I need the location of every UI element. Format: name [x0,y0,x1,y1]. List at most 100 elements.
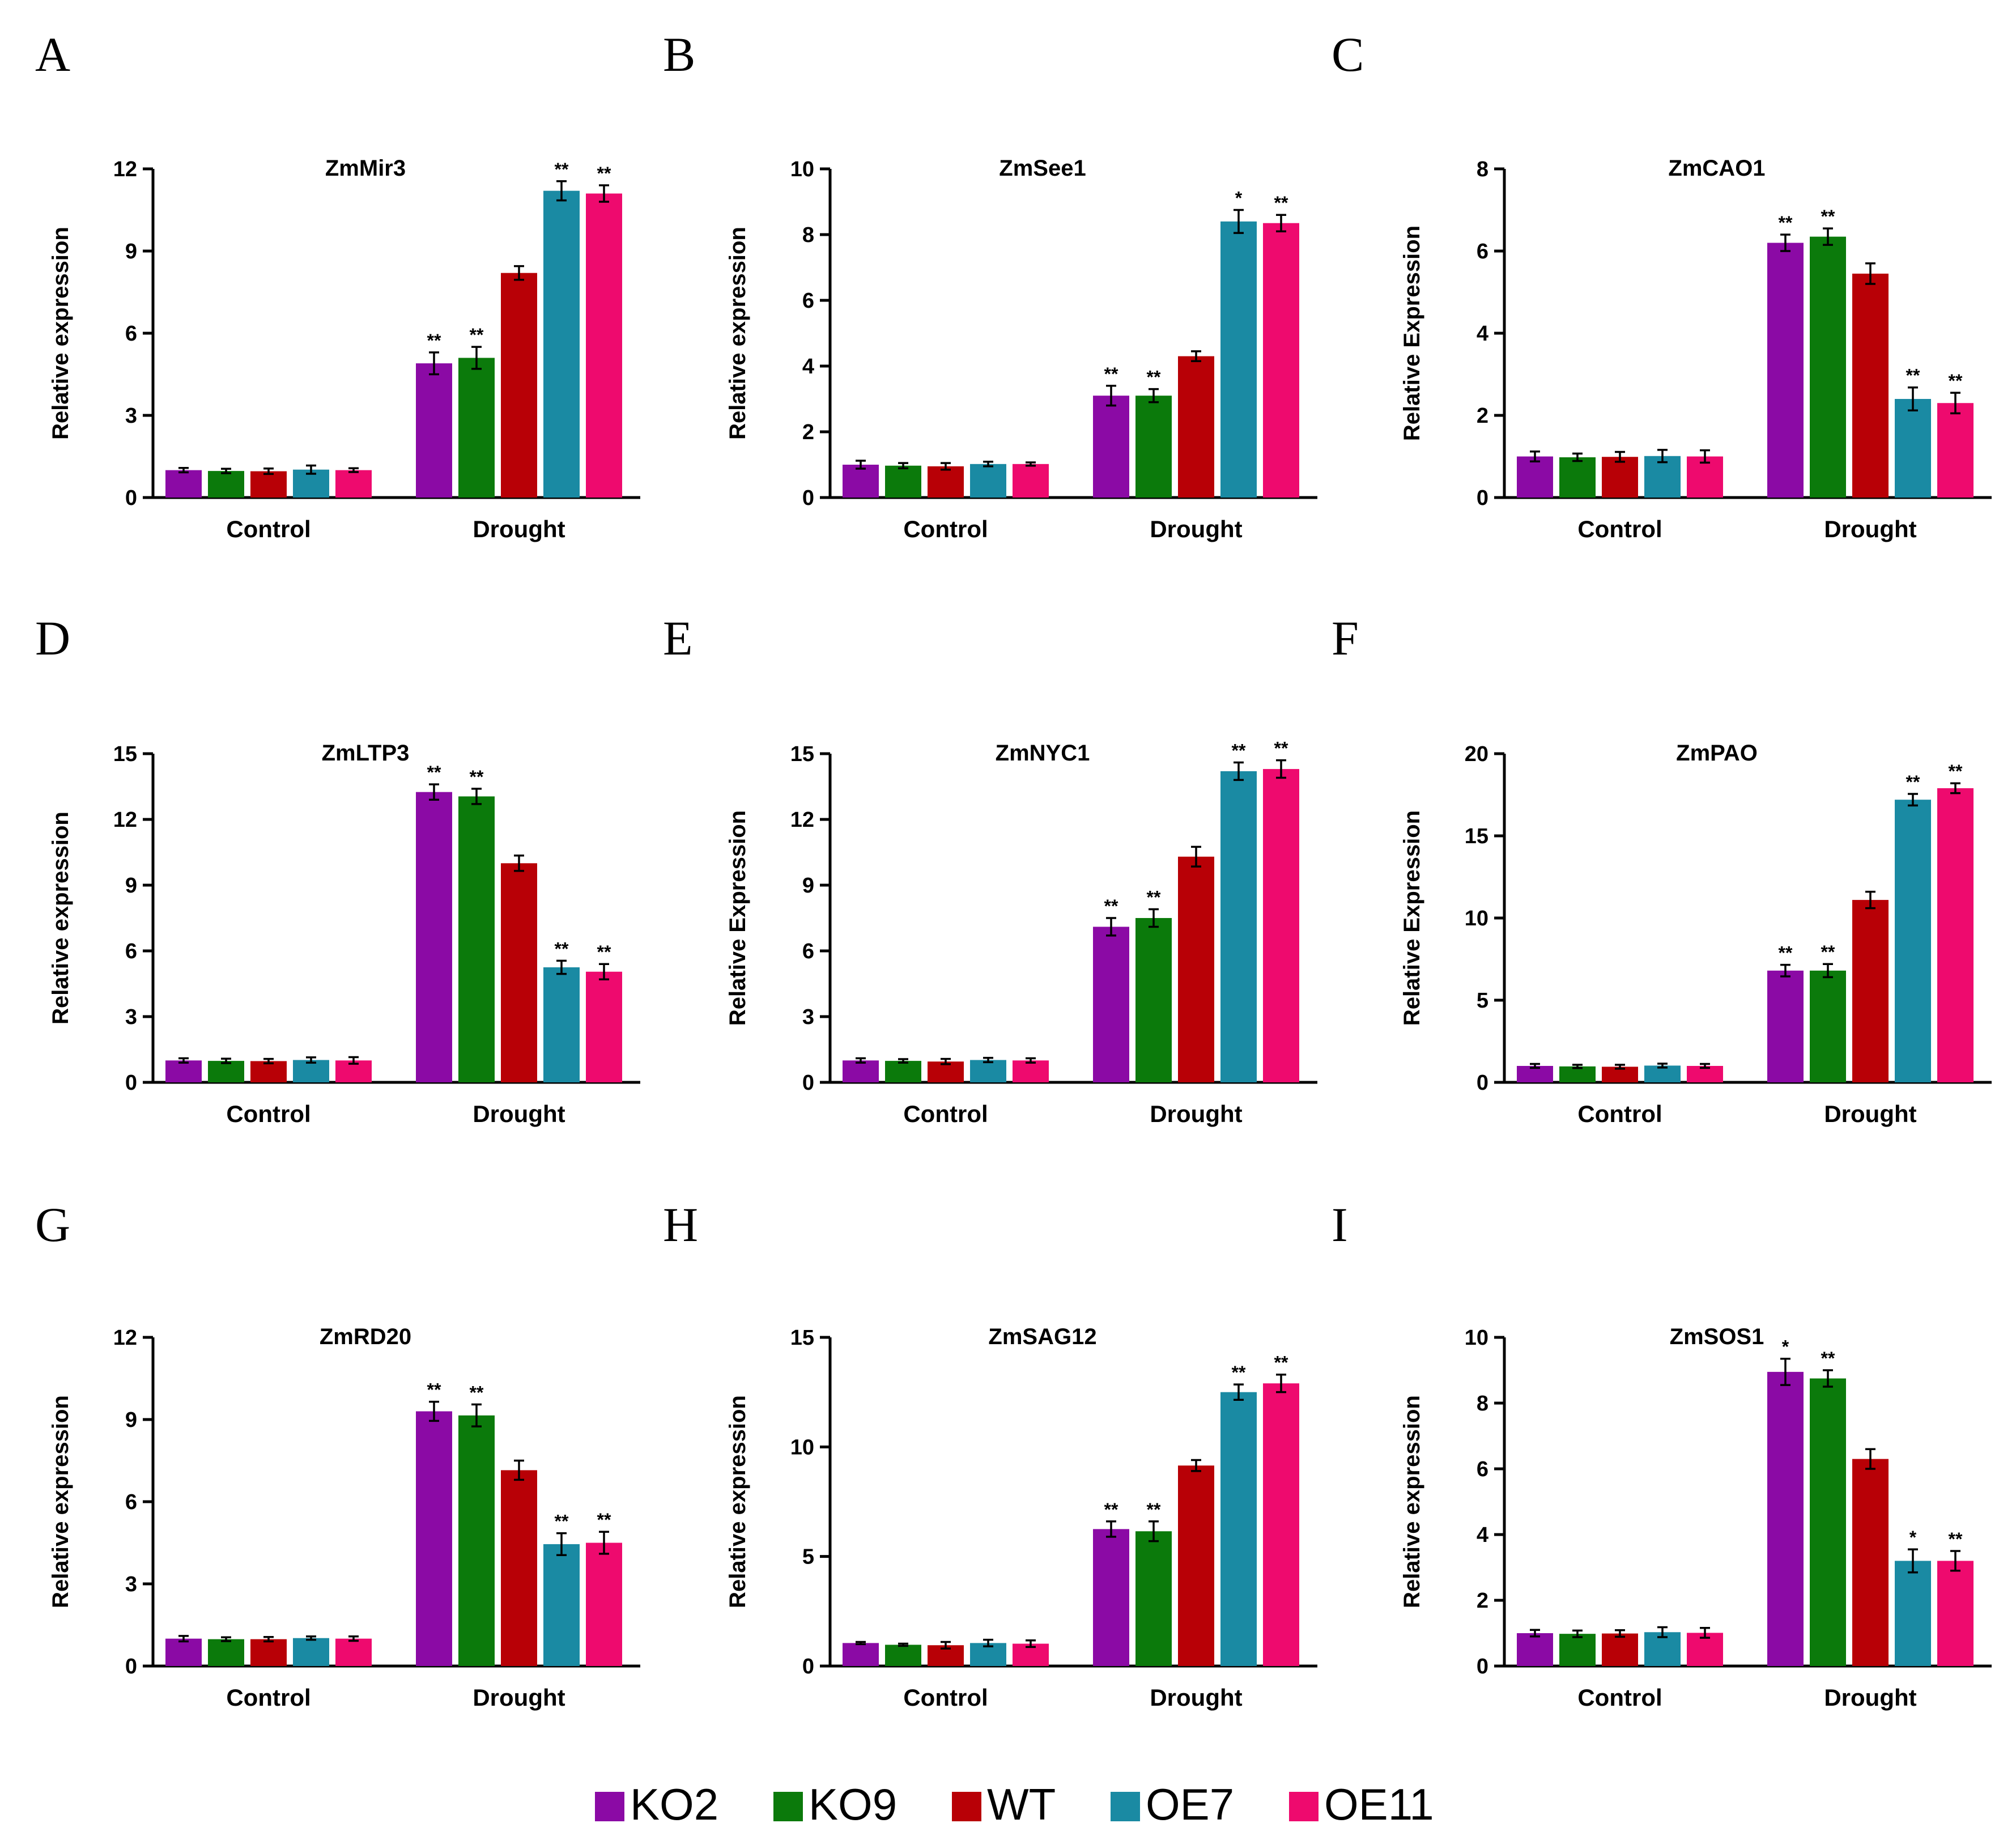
panel-letter: F [1332,611,1359,665]
bar-oe11-drought [1263,769,1299,1082]
legend-label-oe11: OE11 [1324,1779,1434,1829]
y-tick-label: 6 [125,322,137,346]
x-category-label: Control [1577,1100,1662,1127]
significance-label: ** [1232,740,1246,760]
bar-ko9-drought [1810,1378,1846,1666]
bar-ko2-drought [416,363,452,498]
bar-wt-control [250,1061,287,1082]
y-tick-label: 6 [125,1490,137,1514]
legend-label-wt: WT [987,1779,1056,1829]
panel-g: G ZmRD20 Relative expression 0 3 6 9 12 Control *… [35,1197,640,1711]
x-category-label: Drought [1824,1684,1916,1711]
bar-oe11-drought [1263,223,1299,498]
bar-ko9-control [208,1639,244,1666]
bar-ko9-control [1559,1066,1596,1082]
bar-ko2-control [165,1060,202,1082]
significance-label: ** [1949,1529,1963,1549]
y-tick-label: 20 [1465,742,1488,766]
bar-oe7-drought [543,1544,580,1666]
y-tick-label: 2 [1477,1589,1488,1613]
bar-wt-control [1602,457,1638,498]
bar-ko2-control [1517,1633,1553,1666]
chart-title: ZmCAO1 [1668,156,1765,181]
significance-label: ** [555,159,569,180]
significance-label: ** [1779,213,1793,233]
legend-swatch-oe11 [1289,1792,1319,1821]
y-tick-label: 5 [802,1545,814,1569]
y-tick-label: 12 [790,808,814,832]
bar-ko9-drought [1135,918,1172,1082]
bar-oe11-drought [1937,1561,1974,1666]
bar-ko2-drought [416,1411,452,1666]
bar-ko9-drought [458,1415,495,1666]
panel-letter: H [663,1197,698,1252]
chart-title: ZmSOS1 [1670,1324,1764,1349]
bar-ko9-drought [458,358,495,498]
bar-oe11-drought [586,971,622,1082]
x-category-label: Drought [1150,516,1242,542]
y-tick-label: 10 [790,1435,814,1459]
bar-ko2-control [843,465,879,498]
y-axis-label: Relative expression [725,1395,750,1608]
bar-ko9-drought [1135,1531,1172,1666]
significance-label: * [1235,188,1243,209]
panel-letter: D [35,611,70,665]
y-tick-label: 12 [113,158,137,181]
y-tick-label: 0 [802,486,814,510]
panel-letter: I [1332,1197,1348,1252]
panel-letter: B [663,27,695,82]
y-tick-label: 6 [802,940,814,963]
y-tick-label: 15 [113,742,137,766]
significance-label: ** [597,163,611,184]
significance-label: ** [1232,1362,1246,1383]
y-tick-label: 4 [802,355,814,379]
bar-ko2-control [843,1060,879,1082]
significance-label: ** [555,1511,569,1532]
bar-ko2-control [843,1643,879,1666]
y-tick-label: 0 [125,486,137,510]
x-category-label: Control [226,516,311,542]
bar-wt-drought [1852,273,1889,498]
bar-wt-drought [1852,1459,1889,1666]
significance-label: ** [427,330,441,351]
y-axis-label: Relative Expression [1400,810,1424,1026]
x-category-label: Drought [473,1684,565,1711]
y-axis-label: Relative Expression [725,810,750,1026]
y-tick-label: 15 [1465,825,1488,848]
y-tick-label: 5 [1477,989,1488,1013]
legend-swatch-ko2 [595,1792,624,1821]
bar-wt-control [250,1639,287,1666]
y-tick-label: 8 [1477,1392,1488,1416]
significance-label: ** [597,942,611,962]
y-tick-label: 9 [802,874,814,898]
bar-oe7-drought [543,967,580,1082]
bar-oe11-drought [1937,788,1974,1082]
bar-ko9-drought [1135,396,1172,498]
panel-i: I ZmSOS1 Relative expression 0 2 4 6 8 10 Control… [1332,1197,1992,1711]
x-category-label: Drought [1150,1684,1242,1711]
bar-ko9-drought [1810,236,1846,498]
panel-e: E ZmNYC1 Relative Expression 0 3 6 9 12 15 Contro… [663,611,1317,1127]
y-tick-label: 3 [125,1573,137,1596]
legend-label-ko2: KO2 [630,1779,718,1829]
chart-title: ZmMir3 [325,156,406,181]
y-tick-label: 4 [1477,322,1488,346]
significance-label: * [1909,1527,1917,1548]
bar-oe11-drought [586,193,622,498]
significance-label: ** [1147,367,1161,388]
y-tick-label: 12 [113,1326,137,1350]
bar-wt-drought [501,1470,537,1666]
legend: KO2 KO9 WT OE7 OE11 [595,1779,1434,1829]
legend-label-ko9: KO9 [809,1779,897,1829]
bar-oe7-drought [1895,399,1931,498]
significance-label: ** [1949,761,1963,781]
bar-ko2-control [165,1638,202,1666]
bar-wt-control [250,471,287,498]
y-tick-label: 0 [1477,1655,1488,1678]
x-category-label: Drought [473,1100,565,1127]
panel-d: D ZmLTP3 Relative expression 0 3 6 9 12 15 Contro… [35,611,640,1127]
bar-oe7-drought [1220,771,1257,1082]
significance-label: ** [470,767,484,787]
y-axis-label: Relative Expression [1400,226,1424,441]
bar-ko2-control [165,470,202,498]
